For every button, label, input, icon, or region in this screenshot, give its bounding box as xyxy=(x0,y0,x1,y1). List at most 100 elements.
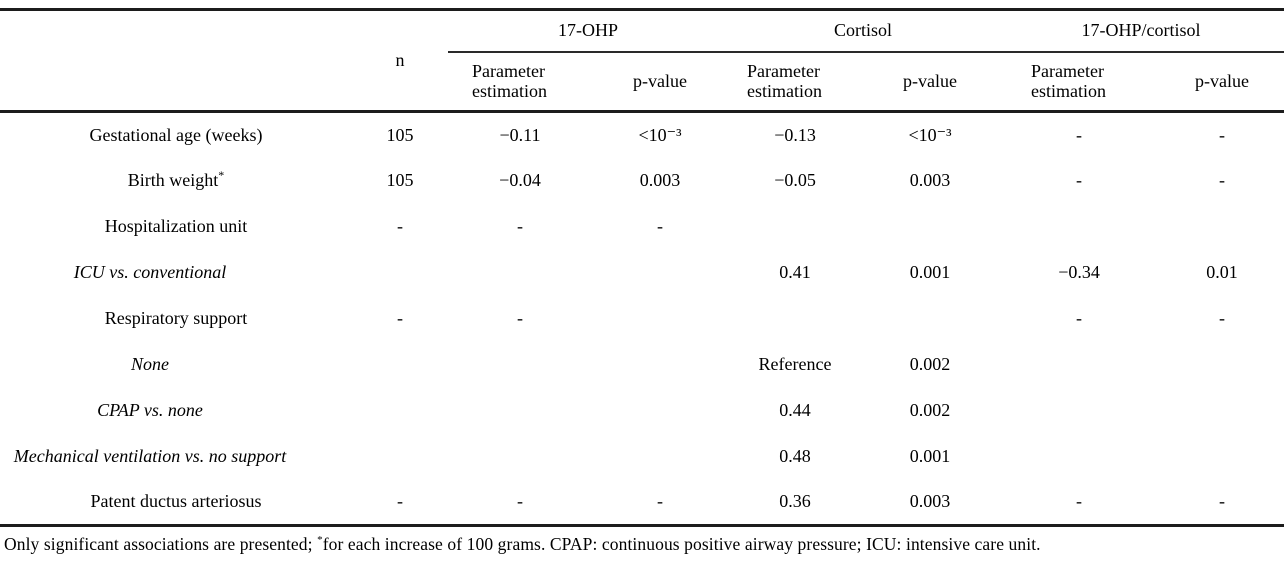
table-cell xyxy=(998,342,1160,388)
table-cell: - xyxy=(397,308,403,329)
table-cell xyxy=(998,388,1160,434)
table-cell xyxy=(352,388,448,434)
table-cell xyxy=(1160,342,1284,388)
row-label: ICU vs. conventional xyxy=(73,262,227,283)
table-cell xyxy=(728,296,862,342)
table-cell: - xyxy=(1076,170,1083,191)
param-estimation-header: Parameter estimation xyxy=(448,51,592,113)
table-cell xyxy=(448,388,592,434)
table-footnote: Only significant associations are presen… xyxy=(0,534,1284,555)
p-value-header: p-value xyxy=(862,51,999,113)
row-label: None xyxy=(131,354,169,375)
table-cell: −0.34 xyxy=(1058,262,1100,283)
table-cell xyxy=(352,250,448,296)
table-cell xyxy=(998,204,1160,250)
table-cell: <10⁻³ xyxy=(908,124,952,145)
row-label-column-header xyxy=(0,9,352,113)
p-value-header: p-value xyxy=(1160,51,1284,113)
table-cell: - xyxy=(657,491,663,512)
table-cell: - xyxy=(397,491,403,512)
table-cell: 0.44 xyxy=(779,400,811,421)
table-cell: 0.003 xyxy=(909,491,951,512)
table-cell: <10⁻³ xyxy=(638,124,682,145)
table-cell: - xyxy=(517,491,523,512)
table-cell: - xyxy=(1076,491,1083,512)
row-label: Patent ductus arteriosus xyxy=(90,491,262,512)
table-cell: 0.48 xyxy=(779,446,811,467)
p-value-header: p-value xyxy=(592,51,729,113)
results-table: n 17-OHP Cortisol 17-OHP/cortisol Parame… xyxy=(0,8,1284,527)
row-label: Respiratory support xyxy=(104,308,248,329)
footnote-text-2: for each increase of 100 grams. CPAP: co… xyxy=(322,534,1041,554)
table-cell: - xyxy=(517,216,523,237)
param-estimation-header: Parameter estimation xyxy=(998,51,1161,113)
table-cell: - xyxy=(657,216,663,237)
asterisk-superscript: * xyxy=(218,168,225,183)
table-cell: −0.05 xyxy=(774,170,816,191)
param-estimation-label: Parameter estimation xyxy=(1031,60,1107,102)
table-cell: −0.11 xyxy=(499,124,541,145)
table-cell xyxy=(1160,434,1284,480)
param-estimation-label: Parameter estimation xyxy=(472,60,547,102)
table-cell xyxy=(592,296,728,342)
table-row: CPAP vs. none 0.44 0.002 xyxy=(0,388,1284,434)
table-cell: 0.001 xyxy=(909,446,951,467)
row-label: Birth weight* xyxy=(127,168,225,191)
table-cell: 0.002 xyxy=(909,400,951,421)
table-cell: 105 xyxy=(386,170,414,191)
table-cell xyxy=(728,204,862,250)
table-cell: 0.001 xyxy=(909,262,951,283)
table-cell xyxy=(1160,388,1284,434)
table-cell: 0.01 xyxy=(1206,262,1238,283)
table-row: Birth weight* 105 −0.04 0.003 −0.05 0.00… xyxy=(0,158,1284,204)
group-header-cortisol: Cortisol xyxy=(728,9,999,53)
table-row: Patent ductus arteriosus - - - 0.36 0.00… xyxy=(0,480,1284,526)
table-row: Respiratory support - - - - xyxy=(0,296,1284,342)
table-cell xyxy=(352,342,448,388)
table-cell: −0.13 xyxy=(774,124,816,145)
group-header-row: n 17-OHP Cortisol 17-OHP/cortisol xyxy=(0,9,1284,113)
row-label: Hospitalization unit xyxy=(104,216,248,237)
table-cell: - xyxy=(1076,308,1083,329)
table-cell xyxy=(862,204,998,250)
table-cell xyxy=(998,434,1160,480)
table-cell: - xyxy=(1076,124,1083,145)
table-row: ICU vs. conventional 0.41 0.001 −0.34 0.… xyxy=(0,250,1284,296)
table-cell: −0.04 xyxy=(499,170,541,191)
table-row: Mechanical ventilation vs. no support 0.… xyxy=(0,434,1284,480)
table-cell xyxy=(1160,204,1284,250)
row-label: CPAP vs. none xyxy=(97,400,203,421)
group-header-17ohp: 17-OHP xyxy=(448,9,729,53)
table-row: Gestational age (weeks) 105 −0.11 <10⁻³ … xyxy=(0,112,1284,158)
table-cell xyxy=(352,434,448,480)
table-cell: 0.36 xyxy=(779,491,811,512)
table-cell xyxy=(448,250,592,296)
table-cell xyxy=(592,342,728,388)
table-cell: 0.002 xyxy=(909,354,951,375)
row-label: Mechanical ventilation vs. no support xyxy=(13,446,287,467)
table-cell: 0.003 xyxy=(639,170,681,191)
table-cell: - xyxy=(1219,308,1226,329)
sub-header-row: Parameter estimation p-value Parameter e… xyxy=(0,51,1284,113)
table-cell: 105 xyxy=(386,124,414,145)
table-cell xyxy=(862,296,998,342)
table-cell: - xyxy=(1219,124,1226,145)
table-cell xyxy=(592,388,728,434)
table-cell xyxy=(592,250,728,296)
table-cell xyxy=(448,434,592,480)
table-cell xyxy=(592,434,728,480)
table-cell xyxy=(448,342,592,388)
asterisk-superscript: * xyxy=(317,534,323,547)
n-column-header: n xyxy=(352,9,448,113)
footnote-text-1: Only significant associations are presen… xyxy=(4,534,318,554)
table-cell: - xyxy=(517,308,523,329)
param-estimation-label: Parameter estimation xyxy=(747,60,823,102)
table-cell: 0.41 xyxy=(779,262,811,283)
table-cell: - xyxy=(1219,491,1226,512)
param-estimation-header: Parameter estimation xyxy=(728,51,863,113)
table-cell: - xyxy=(1219,170,1226,191)
row-label: Gestational age (weeks) xyxy=(89,124,263,145)
table-row: None Reference 0.002 xyxy=(0,342,1284,388)
table-cell: - xyxy=(397,216,403,237)
table-row: Hospitalization unit - - - xyxy=(0,204,1284,250)
